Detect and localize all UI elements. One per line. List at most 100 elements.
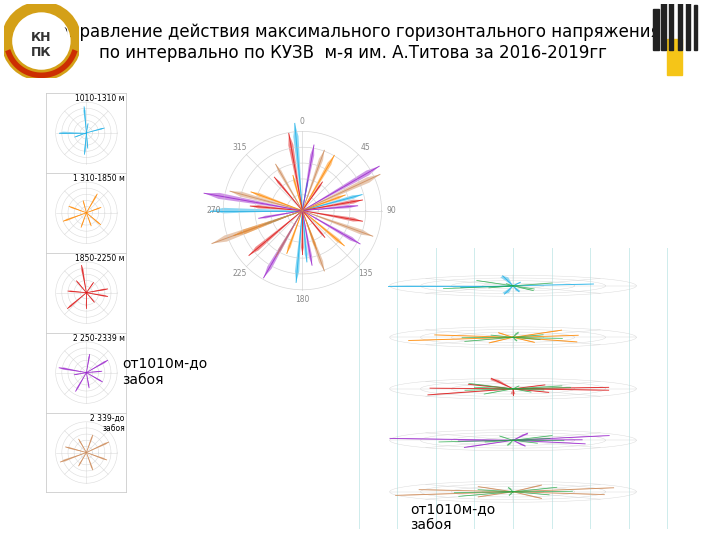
Polygon shape — [86, 453, 107, 460]
Polygon shape — [513, 338, 518, 341]
Polygon shape — [86, 373, 89, 388]
Polygon shape — [264, 211, 302, 225]
Polygon shape — [59, 367, 86, 373]
Polygon shape — [68, 293, 86, 308]
Polygon shape — [444, 286, 513, 288]
Polygon shape — [513, 338, 577, 342]
Polygon shape — [508, 492, 513, 495]
Text: КН: КН — [31, 31, 52, 44]
Polygon shape — [302, 194, 362, 211]
Polygon shape — [513, 286, 534, 291]
Polygon shape — [513, 487, 557, 492]
Text: 1010-1310 м: 1010-1310 м — [76, 94, 125, 104]
Polygon shape — [86, 442, 109, 453]
Polygon shape — [513, 338, 534, 342]
Polygon shape — [68, 291, 86, 293]
Polygon shape — [230, 191, 302, 211]
Polygon shape — [264, 211, 302, 278]
Polygon shape — [513, 286, 534, 289]
Polygon shape — [461, 286, 513, 287]
Polygon shape — [86, 282, 94, 293]
Polygon shape — [293, 176, 302, 211]
Polygon shape — [86, 124, 88, 133]
Polygon shape — [84, 201, 86, 213]
Polygon shape — [506, 284, 513, 286]
Polygon shape — [258, 211, 302, 219]
Polygon shape — [390, 438, 513, 440]
Bar — [694, 5, 698, 50]
Polygon shape — [469, 383, 513, 389]
Polygon shape — [302, 205, 358, 211]
Polygon shape — [302, 174, 380, 211]
Polygon shape — [204, 193, 302, 211]
Text: 135: 135 — [358, 269, 372, 278]
Polygon shape — [513, 433, 528, 440]
Polygon shape — [465, 389, 513, 390]
Text: 0: 0 — [300, 117, 305, 126]
Polygon shape — [513, 335, 543, 338]
Polygon shape — [74, 373, 86, 375]
Bar — [667, 39, 682, 75]
Polygon shape — [86, 194, 97, 213]
Polygon shape — [513, 338, 562, 339]
Polygon shape — [84, 133, 86, 154]
Text: от1010м-до
забоя: от1010м-до забоя — [122, 356, 207, 387]
Polygon shape — [513, 485, 541, 492]
Polygon shape — [469, 384, 513, 389]
Polygon shape — [302, 211, 307, 262]
Polygon shape — [478, 487, 513, 492]
Text: ПК: ПК — [31, 46, 52, 59]
Text: 1850-2250 м: 1850-2250 м — [76, 254, 125, 264]
Polygon shape — [478, 490, 513, 492]
Polygon shape — [302, 211, 316, 249]
Polygon shape — [439, 440, 513, 442]
Polygon shape — [409, 338, 513, 341]
Text: 315: 315 — [233, 144, 247, 152]
Polygon shape — [513, 386, 562, 389]
Polygon shape — [86, 213, 91, 226]
Polygon shape — [513, 440, 537, 443]
Polygon shape — [513, 286, 521, 292]
Polygon shape — [66, 447, 86, 453]
Polygon shape — [59, 132, 86, 134]
Text: 2 339-до
забоя: 2 339-до забоя — [91, 414, 125, 434]
Polygon shape — [302, 145, 314, 211]
Polygon shape — [86, 288, 107, 293]
Polygon shape — [212, 211, 302, 244]
Polygon shape — [86, 373, 102, 382]
Polygon shape — [81, 266, 86, 293]
Polygon shape — [302, 211, 373, 236]
Text: 270: 270 — [207, 206, 221, 215]
Polygon shape — [419, 490, 513, 492]
Polygon shape — [478, 492, 513, 497]
Polygon shape — [491, 335, 513, 338]
Polygon shape — [249, 211, 302, 255]
Polygon shape — [513, 492, 604, 495]
Text: Направление действия максимального горизонтального напряжения
по интервально по : Направление действия максимального гориз… — [45, 23, 660, 62]
Polygon shape — [513, 283, 552, 286]
Polygon shape — [513, 284, 593, 286]
Polygon shape — [513, 385, 545, 389]
Polygon shape — [276, 164, 302, 211]
Polygon shape — [302, 211, 325, 237]
Polygon shape — [513, 492, 549, 495]
Text: 1 310-1850 м: 1 310-1850 м — [73, 174, 125, 184]
Polygon shape — [459, 440, 513, 441]
Polygon shape — [396, 492, 513, 495]
Polygon shape — [78, 439, 86, 453]
Polygon shape — [428, 389, 513, 395]
Polygon shape — [485, 440, 513, 442]
Bar — [653, 9, 660, 50]
Polygon shape — [485, 389, 513, 394]
Polygon shape — [76, 373, 86, 392]
Polygon shape — [513, 440, 526, 446]
Polygon shape — [499, 333, 513, 338]
Polygon shape — [302, 211, 324, 271]
Polygon shape — [76, 281, 86, 293]
Bar — [678, 0, 683, 50]
Polygon shape — [513, 492, 541, 498]
Polygon shape — [302, 156, 334, 211]
Polygon shape — [301, 211, 304, 254]
Polygon shape — [69, 206, 86, 213]
Polygon shape — [474, 387, 513, 389]
